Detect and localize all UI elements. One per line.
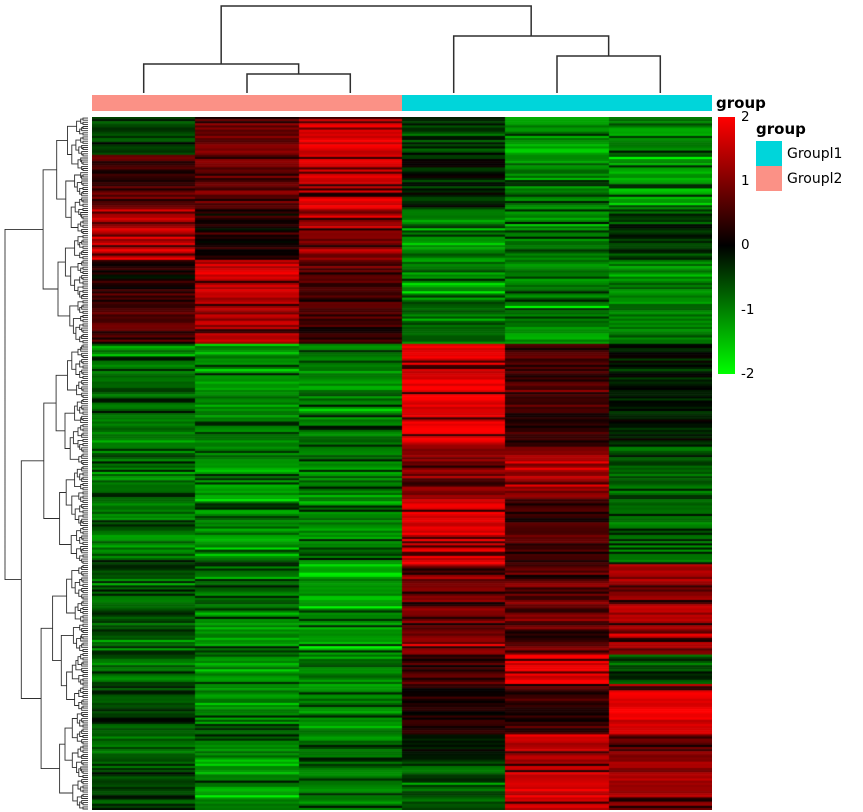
colorbar-tick-neg1: -1 — [741, 302, 755, 318]
colorbar-tick-0: 0 — [741, 237, 750, 253]
colorbar-tick-1: 1 — [741, 173, 750, 189]
row-dendrogram — [4, 117, 88, 810]
annotation-bar-title: group — [716, 94, 766, 112]
colorbar-gradient — [718, 117, 735, 374]
column-dendrogram — [142, 5, 662, 93]
legend-item-group1: Groupl1 — [756, 141, 842, 166]
heatmap-matrix — [92, 117, 712, 810]
column-annotation-bar — [92, 95, 712, 111]
legend-label-group1: Groupl1 — [787, 145, 843, 162]
colorbar-tick-neg2: -2 — [741, 366, 755, 382]
annotation-segment-group2 — [92, 95, 402, 111]
group-legend: group Groupl1 Groupl2 — [756, 120, 842, 191]
legend-swatch-group1 — [756, 141, 782, 166]
legend-swatch-group2 — [756, 166, 782, 191]
legend-title: group — [756, 120, 806, 138]
annotation-segment-group1 — [402, 95, 712, 111]
legend-label-group2: Groupl2 — [787, 170, 843, 187]
legend-item-group2: Groupl2 — [756, 166, 842, 191]
colorbar-tick-2: 2 — [741, 109, 750, 125]
